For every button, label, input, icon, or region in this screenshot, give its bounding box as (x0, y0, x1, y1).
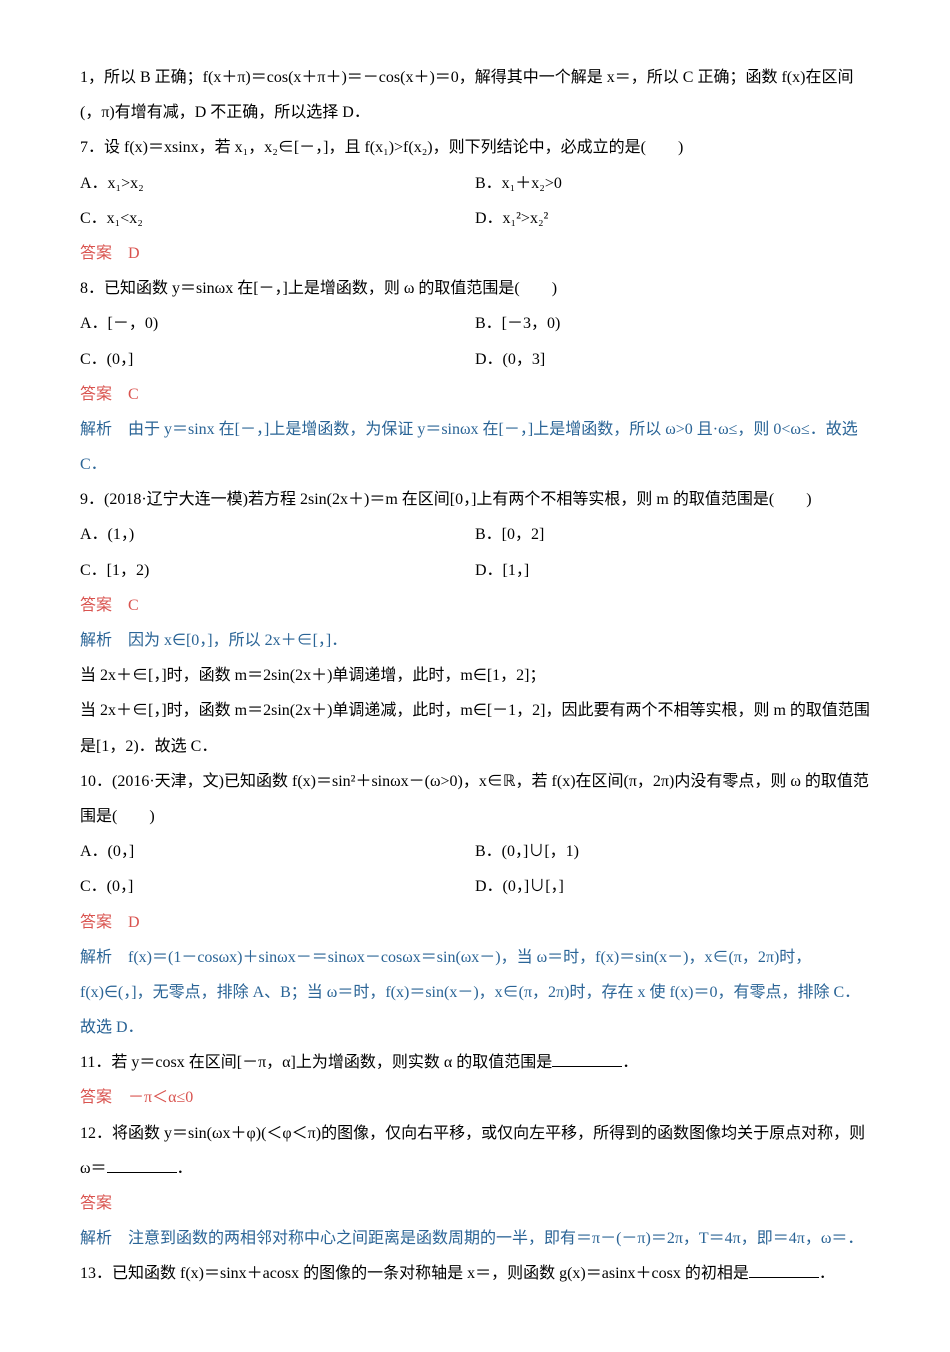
q7-opt-d: D．x₁²>x₂² (475, 201, 870, 236)
q9-opt-d: D．[1，] (475, 553, 870, 588)
q11-stem: 11．若 y＝cosx 在区间[－π，α]上为增函数，则实数 α 的取值范围是 ． (80, 1045, 870, 1080)
q10-explain: 解析 f(x)＝(1－cosωx)＋sinωx－＝sinωx－cosωx＝sin… (80, 940, 870, 1046)
q8-opt-d: D．(0，3] (475, 342, 870, 377)
q12-period: ． (177, 1160, 193, 1177)
q10-stem: 10．(2016·天津，文)已知函数 f(x)＝sin²＋sinωx－(ω>0)… (80, 764, 870, 834)
q8-opt-c: C．(0，] (80, 342, 475, 377)
q8-options: A．[－，0) B．[－3，0) C．(0，] D．(0，3] (80, 306, 870, 376)
q7-opt-c: C．x₁<x₂ (80, 201, 475, 236)
q13-stem-text: 13．已知函数 f(x)＝sinx＋acosx 的图像的一条对称轴是 x＝，则函… (80, 1265, 749, 1282)
blank-line (749, 1277, 819, 1278)
q9-explain1: 解析 因为 x∈[0，]，所以 2x＋∈[，]． (80, 623, 870, 658)
q12-answer: 答案 (80, 1186, 870, 1221)
q8-explain: 解析 由于 y＝sinx 在[－，]上是增函数，为保证 y＝sinωx 在[－，… (80, 412, 870, 482)
q9-opt-b: B．[0，2] (475, 517, 870, 552)
q10-options: A．(0，] B．(0，]∪[，1) C．(0，] D．(0，]∪[，] (80, 834, 870, 904)
q11-period: ． (622, 1054, 638, 1071)
q9-stem: 9．(2018·辽宁大连一模)若方程 2sin(2x＋)＝m 在区间[0，]上有… (80, 482, 870, 517)
q12-stem-text: 12．将函数 y＝sin(ωx＋φ)(＜φ＜π)的图像，仅向右平移，或仅向左平移… (80, 1125, 865, 1177)
q8-opt-a: A．[－，0) (80, 306, 475, 341)
q9-answer: 答案 C (80, 588, 870, 623)
real-set-icon: ℝ (503, 773, 516, 790)
q9-explain2: 当 2x＋∈[，]时，函数 m＝2sin(2x＋)单调递增，此时，m∈[1，2]… (80, 658, 870, 693)
q7-options: A．x₁>x₂ B．x₁＋x₂>0 C．x₁<x₂ D．x₁²>x₂² (80, 166, 870, 236)
q10-opt-d: D．(0，]∪[，] (475, 869, 870, 904)
q11-answer: 答案 －π＜α≤0 (80, 1080, 870, 1115)
q7-stem: 7．设 f(x)＝xsinx，若 x₁，x₂∈[－，]，且 f(x₁)>f(x₂… (80, 130, 870, 165)
q9-opt-c: C．[1，2) (80, 553, 475, 588)
q7-answer: 答案 D (80, 236, 870, 271)
q13-stem: 13．已知函数 f(x)＝sinx＋acosx 的图像的一条对称轴是 x＝，则函… (80, 1256, 870, 1291)
blank-line (107, 1172, 177, 1173)
q12-stem: 12．将函数 y＝sin(ωx＋φ)(＜φ＜π)的图像，仅向右平移，或仅向左平移… (80, 1116, 870, 1186)
q7-opt-a: A．x₁>x₂ (80, 166, 475, 201)
blank-line (552, 1066, 622, 1067)
q7-opt-b: B．x₁＋x₂>0 (475, 166, 870, 201)
q10-opt-a: A．(0，] (80, 834, 475, 869)
q8-stem: 8．已知函数 y＝sinωx 在[－，]上是增函数，则 ω 的取值范围是( ) (80, 271, 870, 306)
intro-text: 1，所以 B 正确；f(x＋π)＝cos(x＋π＋)＝－cos(x＋)＝0，解得… (80, 60, 870, 130)
q12-explain: 解析 注意到函数的两相邻对称中心之间距离是函数周期的一半，即有＝π－(－π)＝2… (80, 1221, 870, 1256)
q9-opt-a: A．(1，) (80, 517, 475, 552)
q8-opt-b: B．[－3，0) (475, 306, 870, 341)
q10-opt-b: B．(0，]∪[，1) (475, 834, 870, 869)
q10-stem-a: 10．(2016·天津，文)已知函数 f(x)＝sin²＋sinωx－(ω>0)… (80, 773, 503, 790)
q10-opt-c: C．(0，] (80, 869, 475, 904)
q9-explain3: 当 2x＋∈[，]时，函数 m＝2sin(2x＋)单调递减，此时，m∈[－1，2… (80, 693, 870, 763)
q11-stem-text: 11．若 y＝cosx 在区间[－π，α]上为增函数，则实数 α 的取值范围是 (80, 1054, 552, 1071)
q13-period: ． (819, 1265, 835, 1282)
q10-answer: 答案 D (80, 905, 870, 940)
q8-answer: 答案 C (80, 377, 870, 412)
q9-options: A．(1，) B．[0，2] C．[1，2) D．[1，] (80, 517, 870, 587)
